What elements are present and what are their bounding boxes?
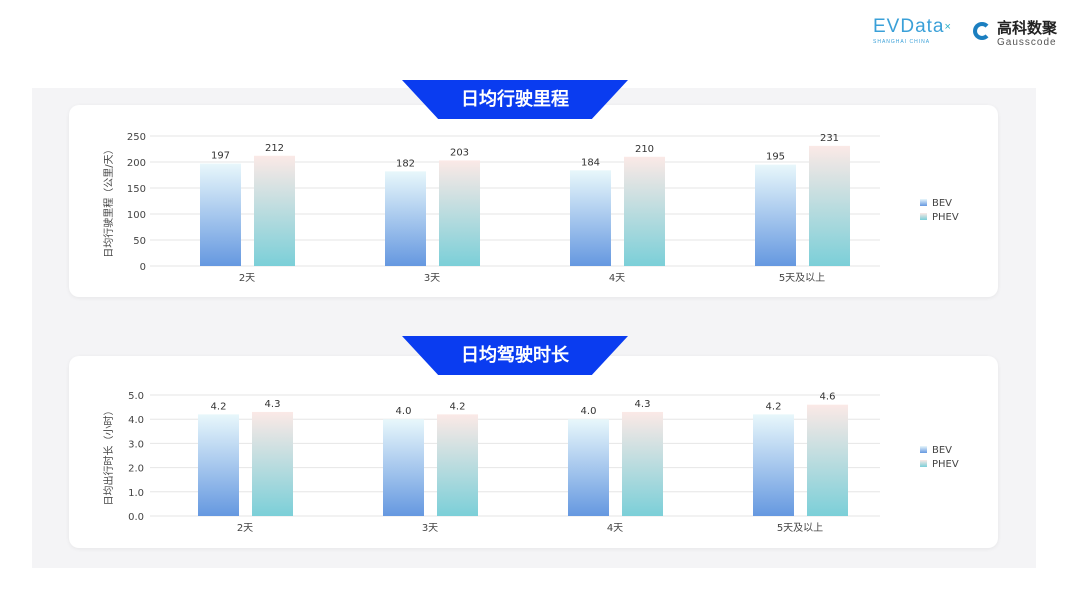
y-tick-label: 1.0	[128, 488, 144, 499]
data-label: 4.0	[396, 406, 412, 417]
y-tick-label: 2.0	[128, 464, 144, 475]
bar-phev	[252, 411, 293, 516]
x-tick-label: 5天及以上	[777, 522, 823, 534]
y-tick-label: 250	[127, 132, 146, 143]
y-tick-label: 50	[133, 236, 146, 247]
y-axis-label: 日均出行时长（小时）	[102, 406, 115, 506]
bar-phev	[254, 155, 295, 266]
data-label: 4.2	[450, 401, 466, 412]
bar-phev	[624, 156, 665, 266]
y-tick-label: 0	[140, 262, 146, 273]
legend-label: BEV	[932, 445, 952, 456]
x-tick-label: 4天	[609, 273, 625, 284]
x-tick-label: 2天	[239, 273, 255, 284]
bar-bev	[570, 170, 611, 266]
evdata-logo-sub: SHANGHAI CHINA	[873, 39, 931, 45]
data-label: 4.0	[581, 406, 597, 417]
evdata-x-icon: ×	[944, 21, 951, 33]
data-label: 210	[635, 144, 654, 155]
bar-phev	[807, 404, 848, 516]
data-label: 203	[450, 147, 469, 158]
bar-phev	[437, 414, 478, 516]
data-label: 212	[265, 143, 284, 154]
gausscode-cn: 高科数聚	[997, 20, 1058, 37]
y-axis-label: 日均行驶里程（公里/天）	[102, 144, 115, 257]
legend-swatch-bev	[920, 199, 927, 206]
x-tick-label: 3天	[422, 523, 438, 534]
legend-label: PHEV	[932, 459, 959, 470]
gausscode-en: Gausscode	[997, 37, 1057, 48]
chart-title-duration: 日均驾驶时长	[402, 336, 628, 375]
bar-phev	[809, 145, 850, 266]
y-tick-label: 5.0	[128, 391, 144, 402]
legend-swatch-phev	[920, 213, 927, 220]
data-label: 4.3	[265, 399, 281, 410]
legend-swatch-phev	[920, 460, 927, 467]
legend-label: PHEV	[932, 212, 959, 223]
evdata-logo: EVData× SHANGHAI CHINA	[873, 16, 965, 46]
x-tick-label: 5天及以上	[779, 272, 825, 284]
y-tick-label: 4.0	[128, 415, 144, 426]
data-label: 231	[820, 133, 839, 144]
bar-phev	[439, 160, 480, 266]
y-tick-label: 200	[127, 158, 146, 169]
legend-label: BEV	[932, 198, 952, 209]
data-label: 4.3	[635, 399, 651, 410]
x-tick-label: 2天	[237, 523, 253, 534]
bar-bev	[385, 171, 426, 266]
data-label: 195	[766, 152, 785, 163]
y-tick-label: 0.0	[128, 512, 144, 523]
y-tick-label: 100	[127, 210, 146, 221]
data-label: 197	[211, 151, 230, 162]
bar-bev	[198, 414, 239, 516]
bar-bev	[753, 414, 794, 516]
gausscode-mark-icon	[973, 22, 991, 40]
data-label: 182	[396, 158, 415, 169]
y-tick-label: 3.0	[128, 439, 144, 450]
y-tick-label: 150	[127, 184, 146, 195]
bar-bev	[568, 419, 609, 516]
gausscode-logo: 高科数聚 Gausscode	[973, 20, 1057, 49]
x-tick-label: 3天	[424, 273, 440, 284]
data-label: 4.6	[820, 392, 836, 403]
data-label: 184	[581, 157, 600, 168]
chart-title-mileage: 日均行驶里程	[402, 80, 628, 119]
bar-bev	[755, 164, 796, 266]
bar-bev	[383, 419, 424, 516]
bar-bev	[200, 163, 241, 266]
bar-phev	[622, 411, 663, 516]
evdata-logo-text: EVData	[873, 16, 945, 37]
data-label: 4.2	[766, 401, 782, 412]
data-label: 4.2	[211, 401, 227, 412]
x-tick-label: 4天	[607, 523, 623, 534]
legend-swatch-bev	[920, 446, 927, 453]
